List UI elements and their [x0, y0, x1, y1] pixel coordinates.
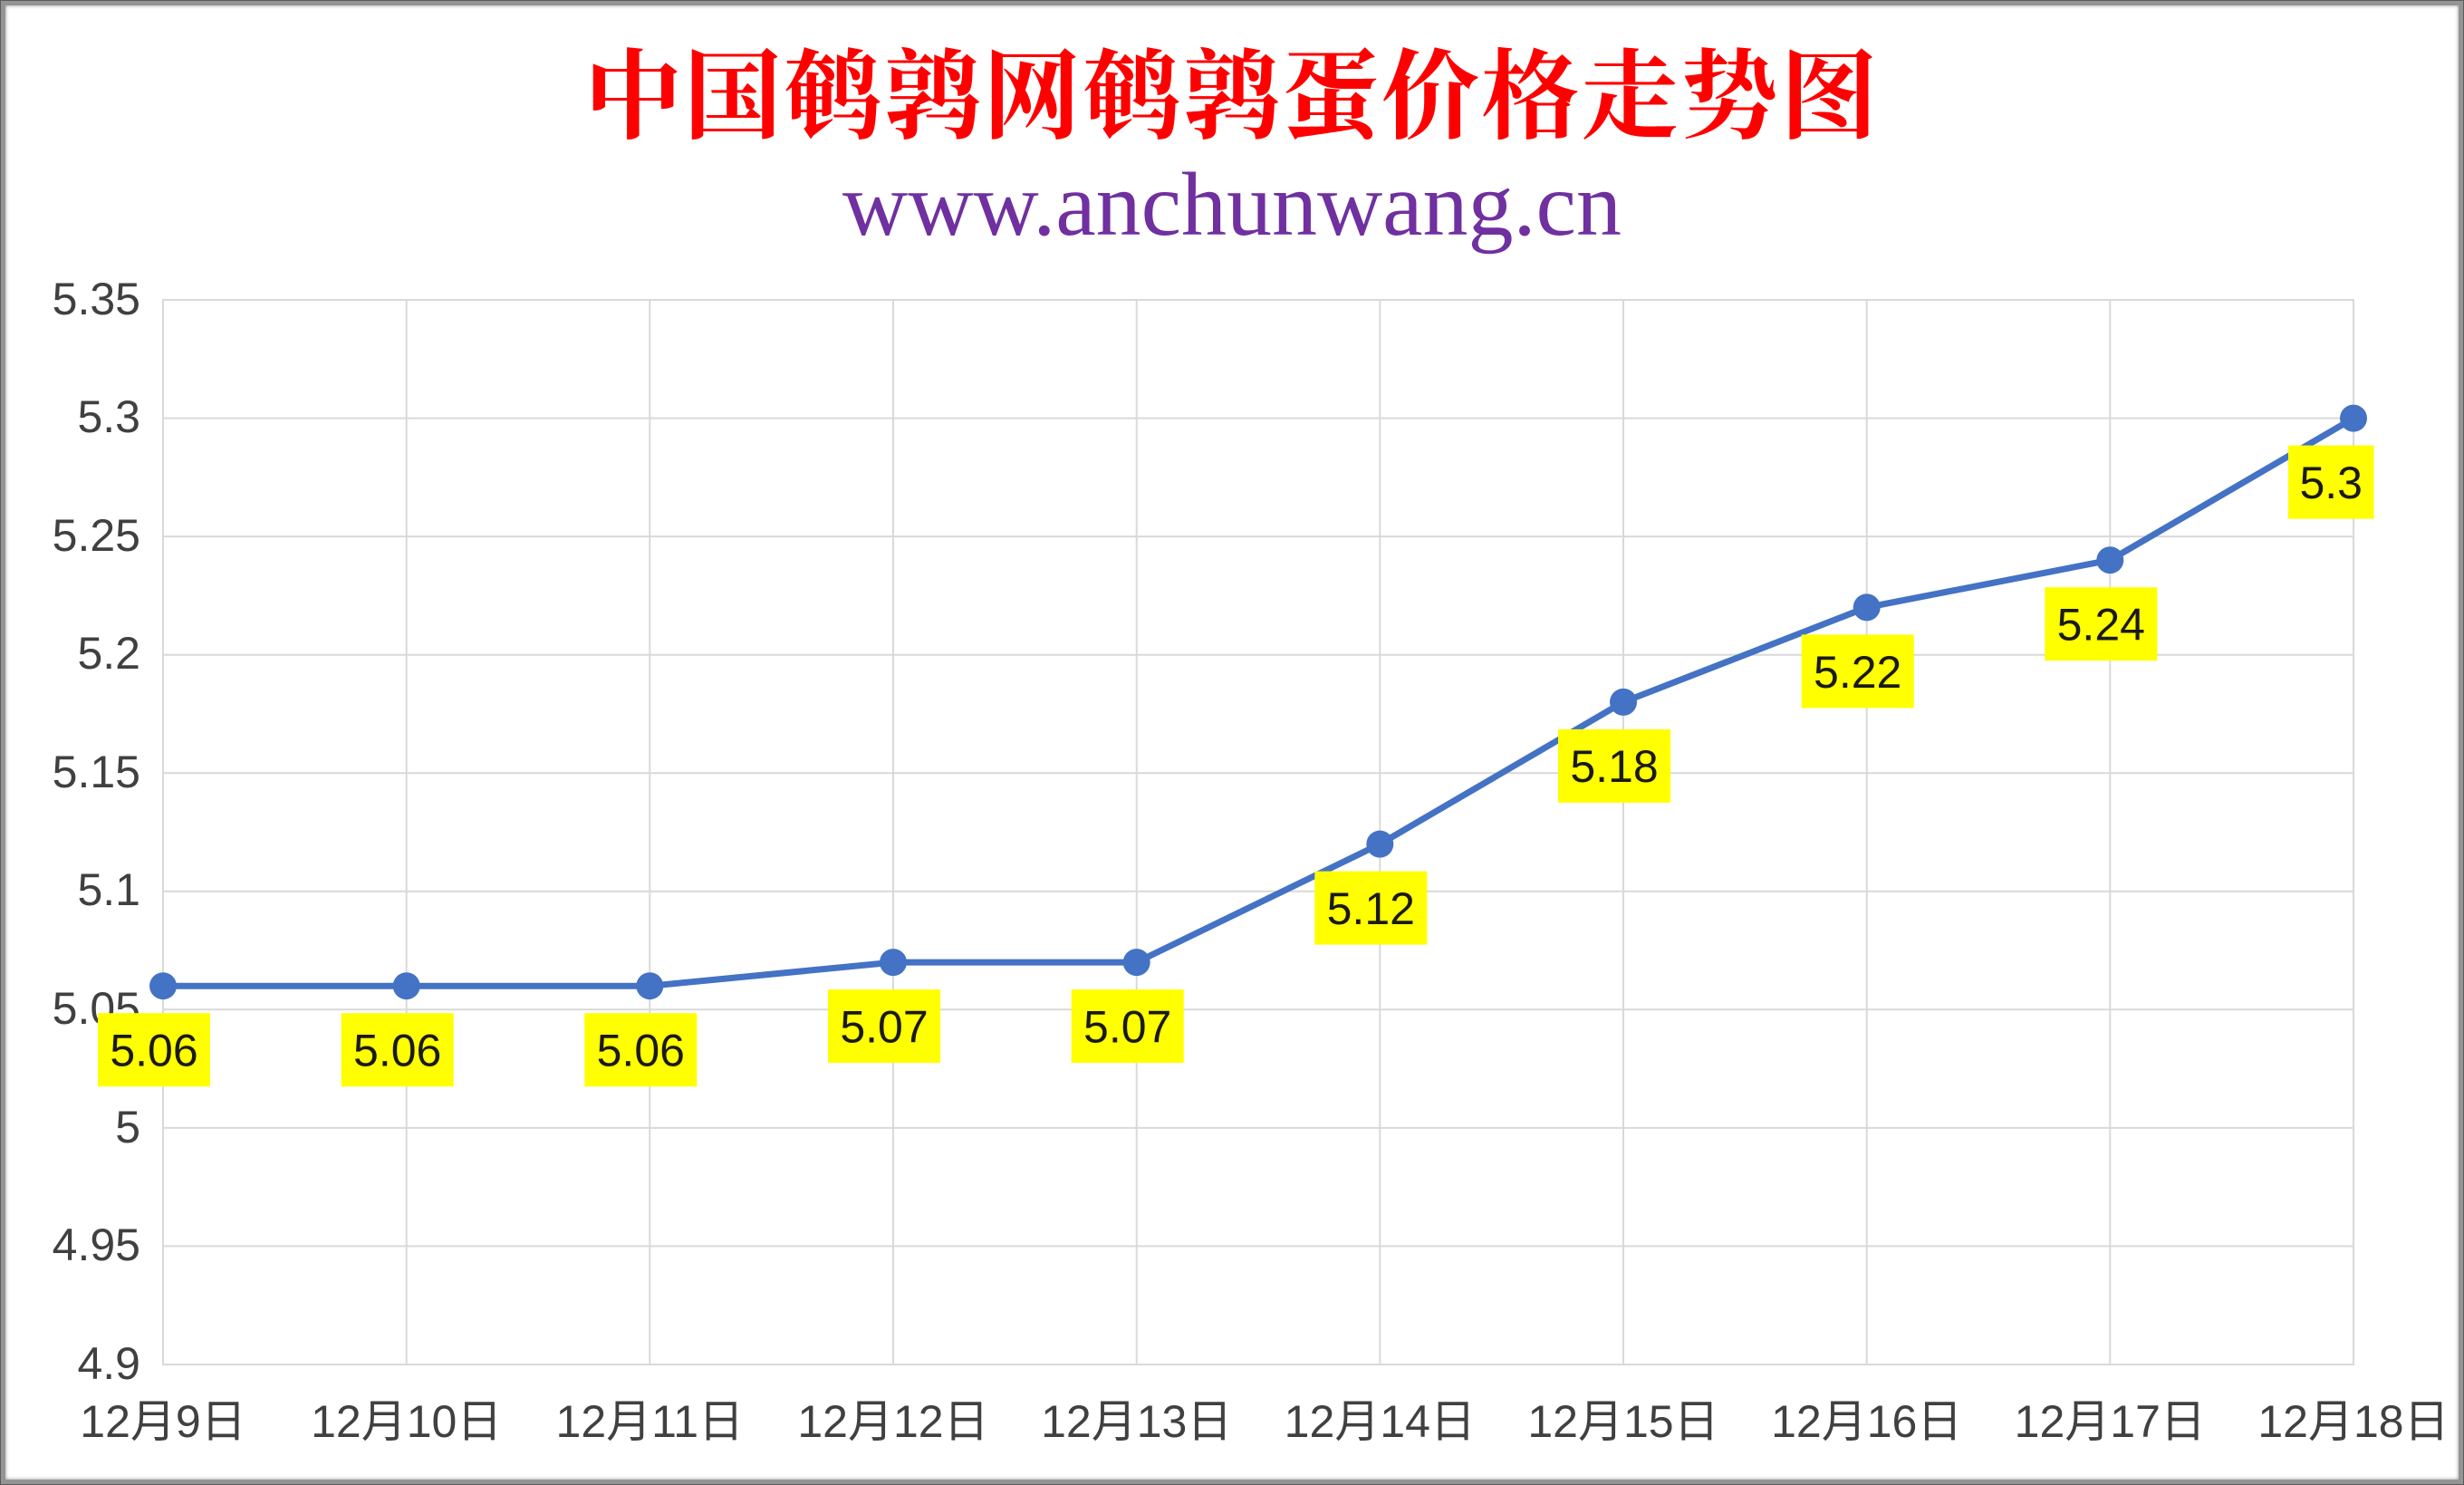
svg-text:5.06: 5.06 [597, 1026, 685, 1076]
svg-text:4.95: 4.95 [53, 1220, 140, 1270]
svg-text:12月18日: 12月18日 [2257, 1396, 2449, 1447]
svg-text:5.15: 5.15 [53, 747, 140, 797]
svg-text:12月15日: 12月15日 [1527, 1396, 1718, 1447]
svg-text:5.24: 5.24 [2057, 600, 2145, 651]
svg-text:12月16日: 12月16日 [1771, 1396, 1962, 1447]
svg-text:5.12: 5.12 [1327, 883, 1415, 934]
svg-text:12月11日: 12月11日 [556, 1396, 745, 1447]
svg-text:5.07: 5.07 [1083, 1001, 1171, 1052]
svg-text:5.07: 5.07 [840, 1001, 928, 1052]
svg-text:5.18: 5.18 [1570, 741, 1658, 792]
svg-text:4.9: 4.9 [77, 1338, 140, 1389]
svg-text:12月12日: 12月12日 [797, 1396, 988, 1447]
svg-text:12月9日: 12月9日 [80, 1396, 245, 1447]
svg-text:12月10日: 12月10日 [311, 1396, 502, 1447]
svg-text:5.3: 5.3 [77, 391, 140, 442]
svg-text:5.3: 5.3 [2299, 458, 2363, 508]
svg-text:5.35: 5.35 [53, 274, 140, 324]
svg-text:5.1: 5.1 [77, 864, 140, 915]
svg-text:12月14日: 12月14日 [1285, 1396, 1476, 1447]
svg-text:12月17日: 12月17日 [2015, 1396, 2206, 1447]
svg-text:5.25: 5.25 [53, 510, 140, 561]
svg-text:5.06: 5.06 [110, 1026, 197, 1076]
svg-text:5.22: 5.22 [1814, 647, 1901, 698]
svg-text:5.2: 5.2 [77, 628, 140, 679]
svg-text:12月13日: 12月13日 [1041, 1396, 1232, 1447]
svg-text:5.06: 5.06 [353, 1026, 441, 1076]
svg-text:5: 5 [115, 1102, 140, 1152]
